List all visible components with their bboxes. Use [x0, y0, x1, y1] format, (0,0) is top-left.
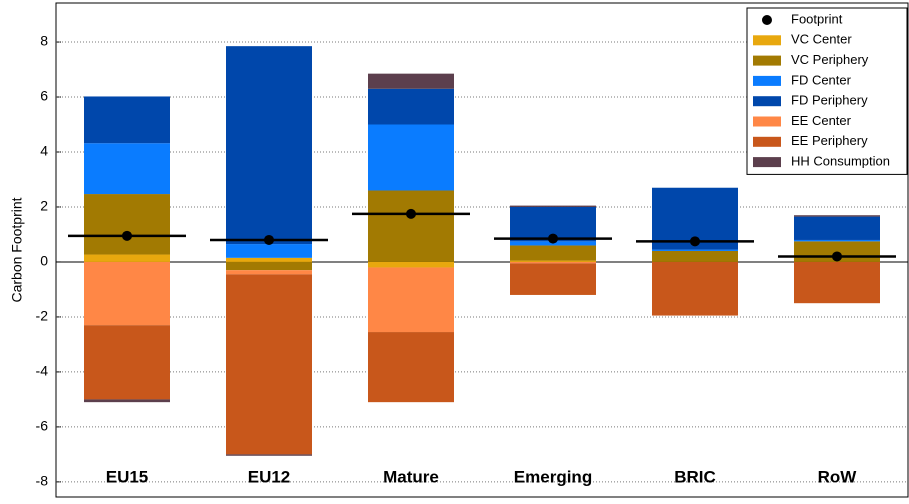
- x-tick-label: BRIC: [674, 467, 716, 486]
- bar-segment: [510, 205, 596, 207]
- bar-segment: [84, 261, 170, 326]
- bar-segment: [84, 143, 170, 195]
- bar-segment: [510, 263, 596, 295]
- legend-label: Footprint: [791, 11, 843, 26]
- x-tick-label: Emerging: [514, 467, 592, 486]
- y-axis-label: Carbon Footprint: [9, 197, 25, 302]
- bar-segment: [510, 245, 596, 261]
- legend: Footprint VC Center VC Periphery FD Center F…: [746, 7, 908, 175]
- x-tick-label: EU12: [248, 467, 291, 486]
- legend-label: FD Periphery: [791, 93, 868, 108]
- legend-label: VC Periphery: [791, 52, 869, 67]
- footprint-dot: [122, 230, 132, 241]
- y-tick-label: -6: [36, 418, 49, 434]
- bar-segment: [368, 267, 454, 333]
- bar-segment: [226, 274, 312, 455]
- bar-segment: [368, 124, 454, 191]
- bar-segment: [510, 261, 596, 264]
- y-tick-label: 8: [40, 33, 48, 49]
- bar-segment: [794, 261, 880, 304]
- bar-segment: [226, 270, 312, 275]
- legend-swatch: [753, 35, 781, 46]
- footprint-dot: [832, 251, 842, 262]
- bar-segment: [226, 454, 312, 456]
- legend-swatch: [753, 157, 781, 168]
- bar-segment: [652, 250, 738, 262]
- bar-segment: [794, 239, 880, 242]
- plot-frame: [55, 2, 909, 498]
- legend-marker: [762, 15, 772, 25]
- legend-swatch: [753, 96, 781, 107]
- x-tick-label: Mature: [383, 467, 439, 486]
- y-tick-label: 2: [40, 198, 48, 214]
- legend-swatch: [753, 75, 781, 86]
- y-tick-label: 6: [40, 88, 48, 104]
- bar-segment: [368, 88, 454, 125]
- bar-segment: [368, 332, 454, 403]
- footprint-dot: [548, 233, 558, 244]
- bar-segment: [510, 260, 596, 262]
- y-tick-label: 4: [40, 143, 48, 159]
- legend-swatch: [753, 55, 781, 66]
- bar-segment: [652, 249, 738, 251]
- footprint-dot: [690, 236, 700, 247]
- legend-label: EE Periphery: [791, 133, 868, 148]
- bar-segment: [84, 325, 170, 400]
- legend-swatch: [753, 116, 781, 127]
- bar-segment: [794, 216, 880, 240]
- x-tick-label: RoW: [818, 467, 858, 486]
- bar-segment: [368, 261, 454, 268]
- bar-segment: [368, 73, 454, 89]
- y-tick-label: -8: [36, 473, 49, 489]
- legend-label: FD Center: [791, 72, 852, 87]
- bar-segment: [226, 244, 312, 258]
- bar-segment: [226, 261, 312, 271]
- footprint-dot: [406, 208, 416, 219]
- legend-swatch: [753, 136, 781, 147]
- bar-segment: [368, 190, 454, 262]
- legend-label: EE Center: [791, 113, 852, 128]
- bar-segment: [84, 96, 170, 144]
- bar-segment: [652, 261, 738, 316]
- legend-label: VC Center: [791, 32, 852, 47]
- x-tick-label: EU15: [106, 467, 149, 486]
- y-tick-label: -4: [36, 363, 49, 379]
- bar-segment: [84, 254, 170, 262]
- y-tick-label: 0: [40, 253, 48, 269]
- bar-segment: [84, 194, 170, 255]
- footprint-dot: [264, 234, 274, 245]
- bar-segment: [84, 399, 170, 403]
- bar-segment: [226, 46, 312, 245]
- legend-label: HH Consumption: [791, 154, 890, 169]
- bar-segment: [794, 215, 880, 217]
- y-tick-label: -2: [36, 308, 49, 324]
- bar-segment: [226, 257, 312, 262]
